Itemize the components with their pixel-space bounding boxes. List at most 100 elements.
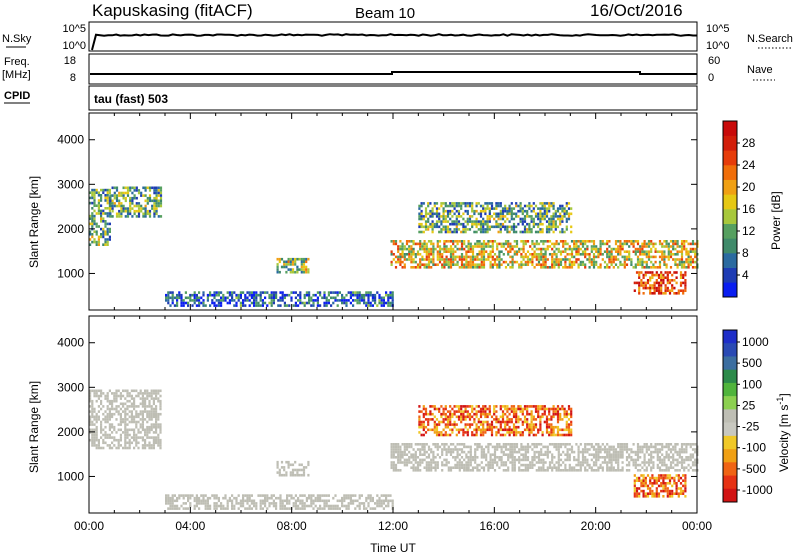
power-cell xyxy=(608,245,611,248)
power-cell xyxy=(577,258,580,261)
power-cell xyxy=(312,299,315,302)
velocity-cell xyxy=(660,482,663,485)
power-cell xyxy=(288,293,291,297)
velocity-cell xyxy=(510,418,513,421)
velocity-cell xyxy=(482,407,485,411)
power-cell xyxy=(153,191,156,195)
power-cell xyxy=(482,255,486,259)
velocity-cell xyxy=(452,443,455,446)
velocity-cell xyxy=(434,445,437,449)
power-cell xyxy=(195,304,198,307)
power-cell xyxy=(153,199,156,203)
power-cell xyxy=(478,242,481,246)
velocity-cell xyxy=(570,412,573,416)
power-cell xyxy=(438,225,441,229)
power-cell xyxy=(548,228,551,231)
velocity-cell xyxy=(93,415,96,419)
power-cell xyxy=(345,299,348,302)
velocity-cell xyxy=(148,399,151,403)
power-cell xyxy=(421,247,424,251)
power-cell xyxy=(495,207,498,210)
velocity-cell xyxy=(91,428,94,432)
power-cell xyxy=(255,299,258,302)
velocity-cell xyxy=(498,443,501,446)
velocity-cell xyxy=(474,466,477,469)
velocity-cell xyxy=(157,433,160,437)
power-cell xyxy=(159,202,163,205)
velocity-cell xyxy=(495,431,498,434)
velocity-cell xyxy=(559,458,563,462)
power-cell xyxy=(573,260,576,264)
power-cell xyxy=(118,191,121,195)
velocity-cell xyxy=(679,487,683,490)
velocity-cell xyxy=(657,474,661,477)
velocity-cell xyxy=(526,469,530,472)
velocity-cell xyxy=(458,448,461,451)
velocity-cell xyxy=(552,410,555,413)
velocity-cell xyxy=(661,443,664,446)
velocity-cell xyxy=(435,428,439,432)
velocity-cell xyxy=(124,389,127,393)
velocity-cell xyxy=(93,392,96,395)
power-cell xyxy=(526,215,529,218)
velocity-cell xyxy=(405,463,409,467)
velocity-cell xyxy=(534,407,538,411)
power-cell xyxy=(508,220,511,223)
velocity-cell xyxy=(394,466,398,469)
power-cell xyxy=(467,255,470,259)
velocity-cell xyxy=(367,496,370,500)
velocity-cell xyxy=(581,463,585,467)
power-cell xyxy=(619,260,622,264)
power-cell xyxy=(283,293,286,297)
noise-right-tick-low: 10^0 xyxy=(706,40,730,52)
velocity-cell xyxy=(694,458,697,462)
power-cell xyxy=(556,209,560,213)
power-cell xyxy=(530,217,533,221)
power-cell xyxy=(421,255,424,259)
velocity-cell xyxy=(321,507,324,510)
power-cell xyxy=(135,189,138,192)
velocity-cell xyxy=(515,443,519,446)
velocity-cell xyxy=(124,420,127,424)
power-cell xyxy=(507,263,510,266)
velocity-cell xyxy=(332,507,335,510)
power-cell xyxy=(642,276,645,279)
velocity-cell xyxy=(316,494,319,497)
power-cell xyxy=(496,255,499,259)
power-cell xyxy=(120,191,123,195)
velocity-cell xyxy=(601,469,604,472)
velocity-cell xyxy=(642,495,645,498)
velocity-cell xyxy=(526,425,529,429)
power-cell xyxy=(533,266,536,269)
velocity-cell xyxy=(104,420,107,424)
power-cell xyxy=(445,240,448,243)
power-cell xyxy=(259,299,262,302)
power-cell xyxy=(283,296,286,300)
velocity-cell xyxy=(390,453,393,456)
velocity-cell xyxy=(539,423,542,426)
power-cell xyxy=(440,204,443,208)
power-cell xyxy=(321,296,324,300)
velocity-cell xyxy=(187,499,190,503)
velocity-cell xyxy=(144,410,147,413)
velocity-cell xyxy=(441,469,444,472)
velocity-cell xyxy=(137,392,140,395)
power-cell xyxy=(148,199,152,203)
power-cell xyxy=(438,230,441,234)
velocity-cell xyxy=(467,450,470,454)
velocity-cell xyxy=(656,456,659,459)
velocity-cell xyxy=(638,479,641,482)
velocity-cell xyxy=(592,448,596,451)
velocity-cell xyxy=(647,463,651,467)
velocity-cell xyxy=(645,450,648,454)
power-cell xyxy=(124,191,127,195)
power-cell xyxy=(502,260,505,264)
power-cell xyxy=(467,245,470,248)
velocity-cell xyxy=(669,443,673,446)
velocity-cell xyxy=(554,412,557,416)
power-cell xyxy=(530,209,533,213)
velocity-cell xyxy=(420,420,423,424)
power-cell xyxy=(471,220,474,223)
power-cell xyxy=(305,270,308,274)
power-cell xyxy=(473,209,476,213)
